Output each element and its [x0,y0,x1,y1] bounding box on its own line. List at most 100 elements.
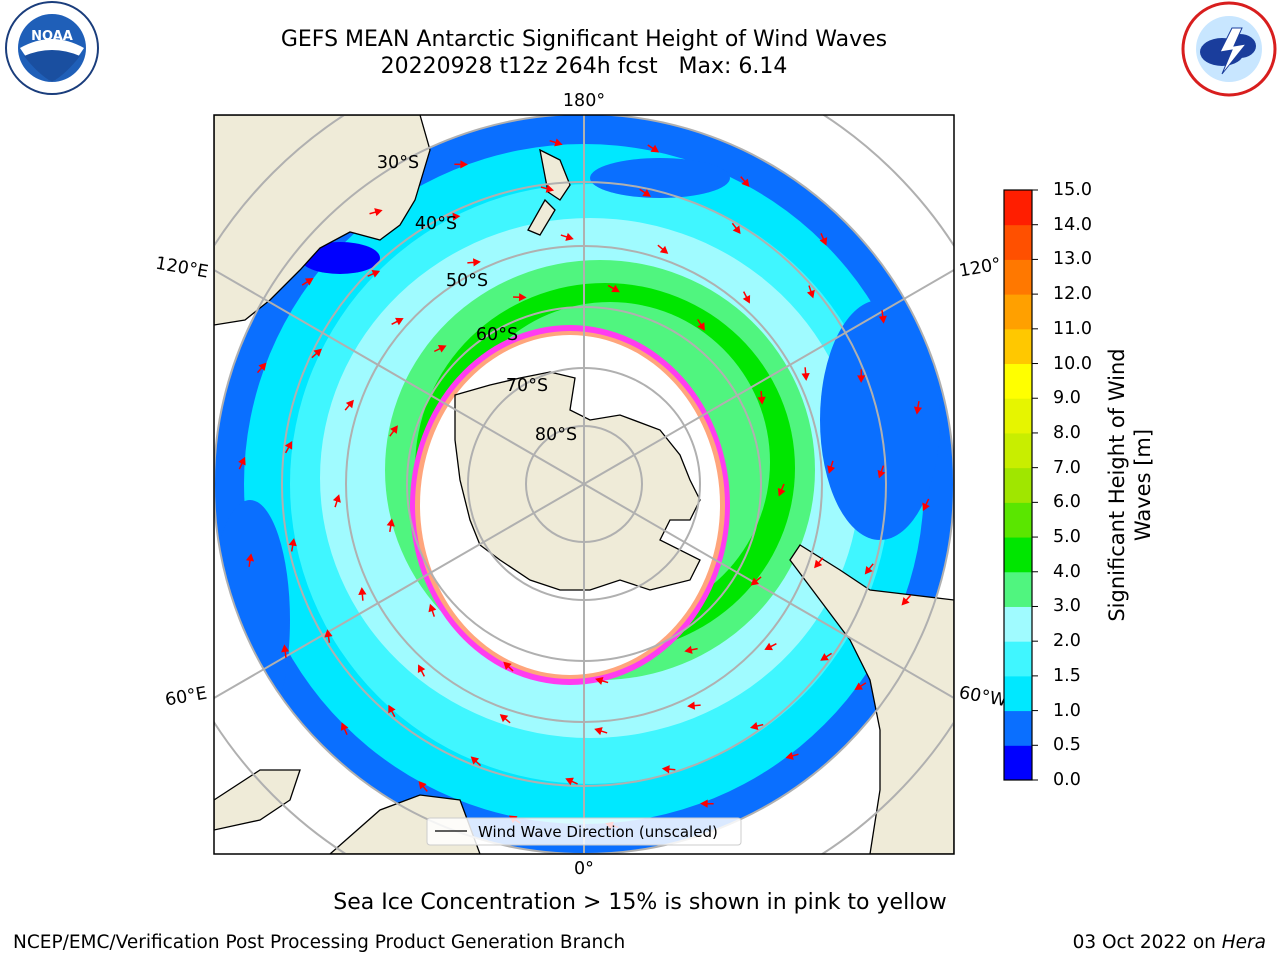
map-frame [213,114,955,855]
map-subtitle: 20220928 t12z 264h fcst Max: 6.14 [380,54,788,79]
wave-direction-arrow [499,714,511,724]
wave-direction-arrow [340,722,349,736]
lat-label-30s: 30°S [377,153,419,173]
wave-direction-arrow [684,645,698,654]
wave-direction-arrow [467,258,481,267]
colorbar-label: Significant Height of Wind Waves [m] [1105,348,1155,622]
wave-direction-arrow [369,208,383,217]
wave-direction-arrow [513,293,527,302]
wave-direction-arrow [391,317,404,326]
colorbar-tick-label: 11.0 [1053,318,1092,339]
wave-direction-arrow [367,269,381,278]
colorbar-segment [1004,224,1032,260]
wave-direction-arrow [901,594,912,606]
map-legend: Wind Wave Direction (unscaled) [426,817,742,846]
colorbar-tick-label: 14.0 [1053,214,1092,235]
graticule [214,115,954,854]
wave-direction-arrow [607,284,620,293]
colorbar-segment [1004,641,1032,677]
colorbar-segment [1004,363,1032,399]
wave-direction-arrow [446,212,461,221]
colorbar-segment [1004,606,1032,642]
noaa-logo-text: NOAA [31,29,73,44]
wave-direction-arrow [864,563,874,575]
colorbar-segment [1004,467,1032,503]
wave-direction-arrow [820,652,833,661]
wave-direction-arrow [764,642,777,651]
wave-direction-arrow [428,603,437,617]
wave-direction-arrow [687,701,701,710]
wave-direction-arrow [332,494,341,508]
colorbar-segment [1004,294,1032,330]
wave-direction-arrow [922,498,930,512]
noaa-logo: NOAA [5,1,99,95]
wave-direction-arrow [594,727,608,736]
wave-direction-arrow [785,751,799,760]
nws-logo [1181,1,1277,97]
wind-wave-arrows [238,138,930,830]
colorbar [1003,189,1038,781]
colorbar-tick-label: 12.0 [1053,284,1092,305]
wave-direction-arrow [454,160,468,169]
wave-direction-arrow [801,367,810,381]
wave-direction-arrow [750,576,762,586]
wave-direction-arrow [740,176,750,188]
wave-direction-arrow [388,704,396,718]
wave-direction-arrow [245,553,255,567]
colorbar-tick-label: 7.0 [1053,457,1081,478]
colorbar-tick-label: 1.5 [1053,665,1081,686]
wave-direction-arrow [661,765,676,774]
wave-direction-arrow [433,345,447,353]
colorbar-tick-label: 1.0 [1053,700,1081,721]
colorbar-segment [1004,259,1032,295]
wave-direction-arrow [819,232,828,246]
wave-direction-arrow [344,399,354,411]
wave-direction-arrow [647,144,660,153]
wave-direction-arrow [696,319,705,331]
footer-date-text: 03 Oct 2022 on [1072,932,1222,953]
colorbar-segment [1004,502,1032,538]
wave-direction-arrow [324,629,333,643]
wave-direction-arrow [284,440,293,454]
wave-direction-arrow [913,401,923,415]
wave-direction-arrow [358,587,367,601]
meridian-label-upper-right: 120° [958,255,1003,282]
wave-direction-arrow [777,483,786,497]
wave-height-field [214,115,954,854]
wave-direction-arrow [857,369,866,383]
wave-direction-arrow [386,518,395,532]
wave-direction-arrow [814,557,824,569]
wave-direction-arrow [238,456,246,470]
colorbar-segment [1004,745,1032,781]
wave-direction-arrow [256,362,267,374]
wave-direction-arrow [503,661,514,672]
colorbar-segment [1004,710,1032,746]
wave-direction-arrow [565,777,578,786]
meridian-label-bottom: 0° [574,859,594,879]
wave-direction-arrow [657,244,669,254]
meridian-label-lower-left: 60°E [164,684,209,711]
lat-label-50s: 50°S [446,271,488,291]
wave-direction-arrow [639,188,651,197]
wave-direction-arrow [854,682,867,691]
legend-label: Wind Wave Direction (unscaled) [478,823,718,841]
colorbar-tick-label: 6.0 [1053,492,1081,513]
colorbar-tick-label: 13.0 [1053,249,1092,270]
colorbar-segment [1004,537,1032,573]
colorbar-tick-label: 9.0 [1053,388,1081,409]
wave-direction-arrow [311,348,322,359]
colorbar-tick-label: 15.0 [1053,180,1092,200]
colorbar-segment [1004,328,1032,365]
colorbar-segment [1004,190,1032,226]
meridian-label-upper-left: 120°E [154,254,210,283]
lat-label-80s: 80°S [535,425,577,445]
colorbar-segment [1004,432,1032,469]
colorbar-tick-label: 0.0 [1053,770,1081,790]
footer-host: Hera [1221,932,1266,953]
meridian-label-top: 180° [563,91,605,111]
lat-label-40s: 40°S [415,214,457,234]
wave-direction-arrow [877,465,886,479]
wave-direction-arrow [540,184,555,193]
wave-direction-arrow [700,799,714,808]
